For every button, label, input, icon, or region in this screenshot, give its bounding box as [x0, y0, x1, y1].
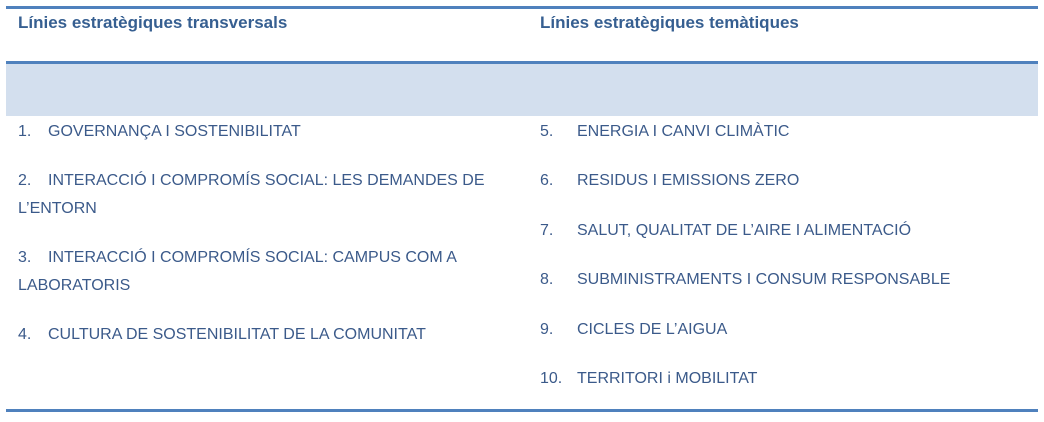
list-item: 5. ENERGIA I CANVI CLIMÀTIC	[540, 118, 1030, 146]
item-label: INTERACCIÓ I COMPROMÍS SOCIAL: CAMPUS CO…	[18, 249, 457, 294]
item-number: 8.	[540, 271, 554, 289]
item-number: 5.	[540, 123, 554, 140]
shaded-band	[6, 64, 1038, 116]
thematic-list: 5. ENERGIA I CANVI CLIMÀTIC 6. RESIDUS I E…	[540, 118, 1030, 414]
list-item: 10. TERRITORI i MOBILITAT	[540, 365, 1030, 393]
header-thematic: Línies estratègiques temàtiques	[540, 13, 799, 32]
list-item: 9. CICLES DE L’AIGUA	[540, 316, 1030, 344]
item-label: SUBMINISTRAMENTS I CONSUM RESPONSABLE	[577, 271, 951, 289]
item-number: 10.	[540, 369, 563, 387]
item-label: TERRITORI i MOBILITAT	[577, 369, 758, 387]
item-number: 9.	[540, 320, 554, 338]
item-number: 6.	[540, 172, 554, 190]
top-rule	[6, 6, 1038, 9]
list-item: 4. CULTURA DE SOSTENIBILITAT DE LA COMUNI…	[18, 321, 518, 349]
transversal-list: 1. GOVERNANÇA I SOSTENIBILITAT 2. INTERACC…	[18, 118, 518, 370]
item-label: SALUT, QUALITAT DE L’AIRE I ALIMENTACIÓ	[577, 221, 912, 239]
item-label: CULTURA DE SOSTENIBILITAT DE LA COMUNITA…	[48, 326, 426, 343]
header-rule	[6, 61, 1038, 64]
item-label: ENERGIA I CANVI CLIMÀTIC	[577, 123, 790, 140]
bottom-rule	[6, 409, 1038, 412]
list-item: 1. GOVERNANÇA I SOSTENIBILITAT	[18, 118, 518, 146]
item-label: CICLES DE L’AIGUA	[577, 320, 728, 338]
list-item: 2. INTERACCIÓ I COMPROMÍS SOCIAL: LES DEM…	[18, 167, 518, 223]
item-number: 1.	[18, 123, 32, 140]
item-label: INTERACCIÓ I COMPROMÍS SOCIAL: LES DEMAN…	[18, 172, 485, 217]
header-transversal: Línies estratègiques transversals	[18, 13, 288, 32]
item-number: 7.	[540, 221, 554, 239]
list-item: 6. RESIDUS I EMISSIONS ZERO	[540, 167, 1030, 195]
item-number: 2.	[18, 172, 32, 189]
item-number: 4.	[18, 326, 32, 343]
list-item: 8. SUBMINISTRAMENTS I CONSUM RESPONSABLE	[540, 266, 1030, 294]
item-number: 3.	[18, 249, 32, 266]
item-label: RESIDUS I EMISSIONS ZERO	[577, 172, 800, 190]
list-item: 3. INTERACCIÓ I COMPROMÍS SOCIAL: CAMPUS …	[18, 244, 518, 300]
item-label: GOVERNANÇA I SOSTENIBILITAT	[48, 123, 301, 140]
list-item: 7. SALUT, QUALITAT DE L’AIRE I ALIMENTACI…	[540, 217, 1030, 245]
